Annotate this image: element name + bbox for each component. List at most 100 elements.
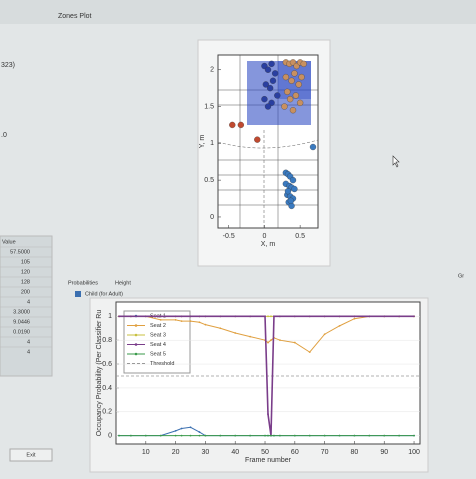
window-title: Zones Plot [58,13,92,20]
series-marker [234,315,237,318]
legend-label: Threshold [150,361,174,367]
x-tick-label: 20 [172,449,180,456]
series-marker [267,315,269,318]
series-marker [249,315,252,318]
series-marker [234,332,237,334]
x-tick-label: 90 [380,449,388,456]
series-marker [219,434,222,437]
point [298,73,305,81]
series-marker [383,315,386,318]
series-marker [270,315,272,318]
tab[interactable]: Height [115,280,131,286]
point [293,62,300,70]
table-cell: 105 [21,259,30,265]
series-marker [159,434,162,437]
point [309,143,317,151]
series-marker [189,426,192,429]
table-cell: 4 [27,299,30,305]
y-tick-label: 1 [210,140,214,147]
series-marker [353,317,356,320]
legend-label: Seat 5 [150,351,166,357]
series-marker [323,333,326,336]
x-tick-label: 0.5 [295,233,305,240]
point [237,121,245,129]
series-marker [323,434,326,437]
point [289,107,297,114]
fragment: 323) [1,62,15,69]
legend-label: Seat 4 [150,342,166,348]
table-cell: 57.5000 [10,249,30,255]
checkbox-label[interactable]: Child (for Adult) [85,291,123,297]
series-marker [279,339,281,342]
exit-button[interactable] [9,448,53,462]
series-marker [264,315,266,318]
exit-label[interactable]: Exit [26,452,36,458]
series-marker [270,339,272,342]
mouse-cursor [392,155,400,168]
point [264,103,272,110]
y-tick-label: 0 [108,432,112,439]
x-tick-label: 40 [231,449,239,456]
x-tick-label: 80 [351,449,359,456]
series-marker [198,321,201,324]
point [291,70,298,77]
series-marker [353,315,356,318]
tab[interactable]: Probabilities [68,280,98,286]
legend-label: Seat 2 [150,323,166,329]
point [300,60,307,67]
point [291,185,298,193]
checkbox[interactable] [75,291,81,297]
x-tick-label: 30 [202,449,210,456]
point [281,103,288,110]
series-marker [204,315,207,318]
point [269,77,277,84]
series-marker [368,315,371,318]
point [264,66,272,73]
series-marker [273,434,275,437]
point [268,60,275,67]
series-marker [174,318,177,321]
series-marker [130,315,132,318]
legend [123,310,191,374]
table-cell: 120 [21,269,30,275]
series-marker [198,315,201,318]
series-marker [267,434,269,437]
point [268,99,275,107]
table-cell: 3.3000 [13,309,30,315]
series-marker [174,429,177,432]
series-marker [144,315,147,318]
series-marker [219,327,222,330]
title-bar [0,0,476,24]
y-tick-label: 0.2 [102,409,112,416]
series-marker [219,315,222,318]
point [292,92,300,99]
series-marker [189,434,192,437]
series-marker [180,320,183,322]
series-marker [273,315,275,318]
y-axis-label: Occupancy Probability (Per Classifier Ru [96,310,103,437]
fragment: Gr [458,273,464,279]
point [295,81,302,88]
y-axis-label: Y, m [199,135,206,149]
y-tick-label: 0.6 [102,361,112,368]
series-marker [279,315,281,318]
table-cell: 4 [27,339,30,345]
series-marker [413,315,415,318]
y-tick-label: 1.5 [204,103,214,110]
series-marker [198,431,201,433]
series-marker [189,315,192,318]
point [261,96,268,103]
series-marker [323,315,326,318]
series-marker [189,320,192,322]
series-marker [198,434,201,437]
point [287,197,295,204]
series-marker [338,434,341,437]
x-tick-label: 0 [262,233,266,240]
series-marker [159,315,162,318]
x-axis-label: X, m [261,241,276,248]
series-marker [174,315,177,318]
fragment: .0 [1,132,7,139]
y-tick-label: 0.4 [102,385,112,392]
point [284,188,292,195]
